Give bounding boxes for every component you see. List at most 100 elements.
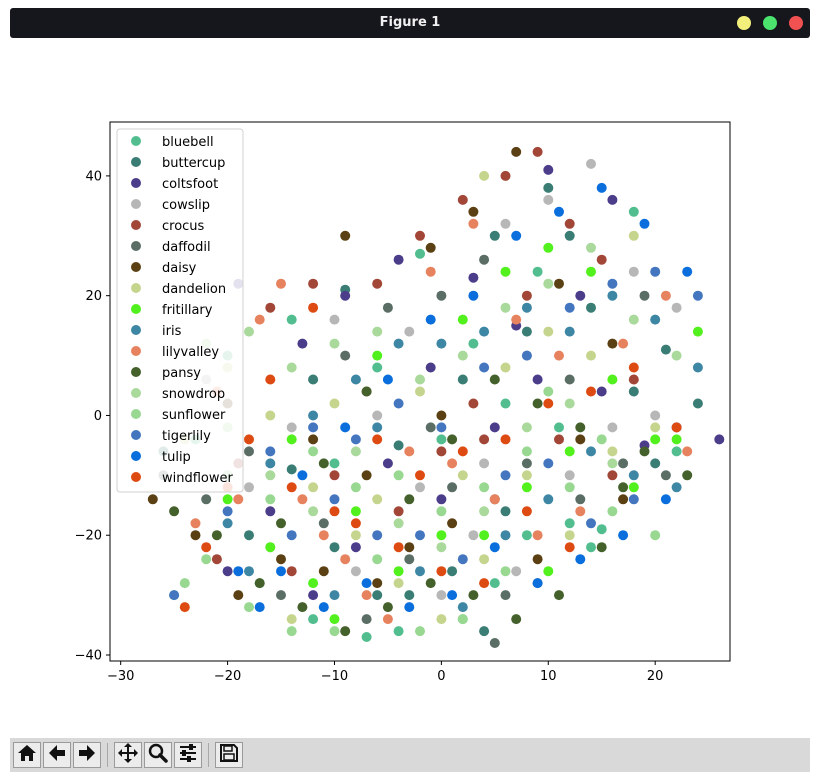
- scatter-point: [586, 302, 596, 313]
- scatter-point: [179, 578, 190, 589]
- scatter-point: [436, 338, 447, 349]
- scatter-point: [201, 554, 212, 565]
- scatter-point: [329, 398, 340, 409]
- scatter-point: [447, 518, 458, 529]
- y-tick-label: 40: [85, 169, 102, 184]
- x-tick-label: −30: [107, 669, 134, 684]
- scatter-point: [393, 338, 404, 349]
- save-button[interactable]: [215, 742, 243, 768]
- scatter-point: [222, 518, 233, 529]
- legend-label: snowdrop: [162, 387, 225, 402]
- scatter-point: [543, 326, 554, 337]
- scatter-point: [521, 326, 532, 337]
- zoom-button[interactable]: [144, 742, 172, 768]
- scatter-point: [404, 554, 415, 565]
- scatter-point: [382, 458, 393, 469]
- scatter-point: [500, 506, 511, 517]
- scatter-point: [329, 494, 340, 505]
- scatter-point: [479, 326, 490, 337]
- maximize-button[interactable]: [763, 16, 777, 30]
- scatter-point: [244, 566, 254, 577]
- legend-label: bluebell: [162, 135, 214, 150]
- scatter-point: [489, 374, 500, 385]
- scatter-point: [350, 518, 361, 529]
- scatter-point: [372, 410, 383, 421]
- back-button[interactable]: [43, 742, 71, 768]
- scatter-point: [500, 398, 511, 409]
- scatter-point: [436, 590, 447, 601]
- scatter-point: [586, 266, 596, 277]
- pan-button[interactable]: [114, 742, 142, 768]
- scatter-point: [682, 266, 693, 277]
- legend-label: windflower: [162, 471, 234, 486]
- scatter-point: [554, 350, 564, 361]
- scatter-point: [372, 554, 383, 565]
- scatter-point: [340, 554, 351, 565]
- scatter-point: [350, 566, 361, 577]
- close-button[interactable]: [789, 16, 803, 30]
- scatter-point: [479, 626, 490, 637]
- legend-marker: [131, 472, 141, 482]
- configure-subplots-button[interactable]: [174, 742, 202, 768]
- scatter-point: [318, 602, 329, 613]
- scatter-point: [521, 422, 532, 433]
- scatter-point: [211, 554, 222, 565]
- scatter-point: [586, 518, 596, 529]
- legend-marker: [131, 451, 141, 461]
- scatter-point: [607, 374, 618, 385]
- scatter-point: [479, 170, 490, 181]
- scatter-point: [468, 530, 479, 541]
- legend-marker: [131, 136, 141, 146]
- scatter-point: [276, 590, 286, 601]
- scatter-point: [586, 158, 596, 169]
- home-button[interactable]: [13, 742, 41, 768]
- scatter-point: [169, 506, 180, 517]
- scatter-point: [468, 206, 479, 217]
- forward-button[interactable]: [73, 742, 101, 768]
- scatter-point: [489, 542, 500, 553]
- scatter-point: [714, 434, 725, 445]
- scatter-point: [372, 362, 383, 373]
- scatter-point: [607, 506, 618, 517]
- scatter-point: [308, 422, 319, 433]
- scatter-point: [393, 518, 404, 529]
- scatter-point: [244, 434, 254, 445]
- scatter-point: [543, 182, 554, 193]
- scatter-point: [628, 494, 639, 505]
- scatter-point: [297, 338, 308, 349]
- scatter-point: [660, 290, 671, 301]
- scatter-point: [276, 278, 286, 289]
- scatter-point: [308, 278, 319, 289]
- window-titlebar[interactable]: Figure 1: [10, 8, 810, 38]
- scatter-point: [618, 338, 629, 349]
- scatter-point: [265, 494, 276, 505]
- scatter-point: [671, 350, 682, 361]
- scatter-point: [532, 374, 543, 385]
- scatter-point: [361, 590, 372, 601]
- scatter-point: [489, 578, 500, 589]
- scatter-point: [489, 230, 500, 241]
- scatter-point: [628, 482, 639, 493]
- scatter-point: [457, 614, 468, 625]
- scatter-point: [308, 590, 319, 601]
- scatter-point: [404, 446, 415, 457]
- legend-marker: [131, 409, 141, 419]
- scatter-point: [372, 350, 383, 361]
- scatter-point: [404, 494, 415, 505]
- scatter-point: [318, 566, 329, 577]
- scatter-point: [265, 470, 276, 481]
- legend-label: pansy: [162, 366, 201, 381]
- scatter-point: [350, 506, 361, 517]
- scatter-point: [436, 530, 447, 541]
- scatter-point: [457, 470, 468, 481]
- scatter-point: [521, 458, 532, 469]
- scatter-point: [543, 566, 554, 577]
- scatter-point: [532, 146, 543, 157]
- legend-label: cowslip: [162, 198, 210, 213]
- legend-label: sunflower: [162, 408, 226, 423]
- scatter-point: [511, 146, 522, 157]
- scatter-point: [169, 590, 180, 601]
- scatter-point: [244, 326, 254, 337]
- minimize-button[interactable]: [737, 16, 751, 30]
- scatter-point: [500, 434, 511, 445]
